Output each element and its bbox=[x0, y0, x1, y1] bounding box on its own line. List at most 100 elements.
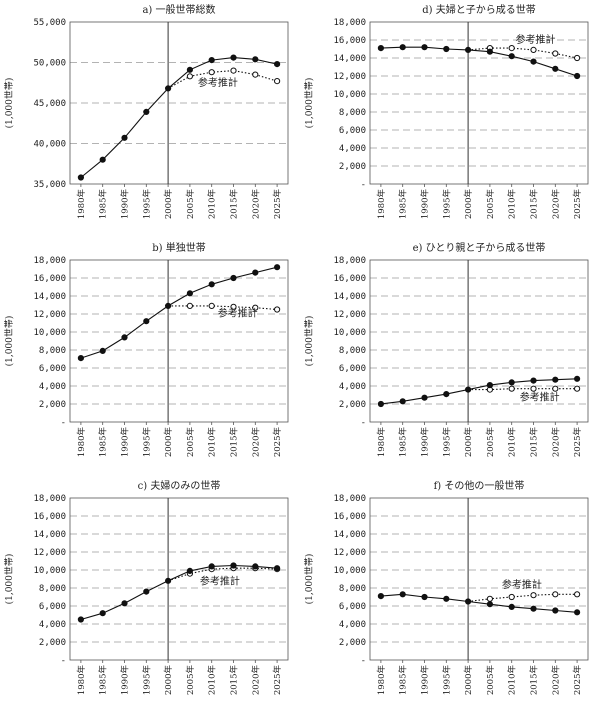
data-point-actual bbox=[143, 108, 150, 116]
y-tick-label: 55,000 bbox=[33, 18, 66, 28]
y-tick-label: 10,000 bbox=[33, 328, 66, 338]
y-tick-label: - bbox=[361, 656, 366, 666]
y-tick-label: 14,000 bbox=[333, 530, 366, 540]
x-tick-label: 2005年 bbox=[185, 189, 196, 220]
series-line-actual bbox=[80, 564, 278, 621]
data-point-projection bbox=[508, 385, 515, 392]
chart-panel-single-person: b) 単独世帯 - 2,000 4,000 6,000 8,000 10,000 12,000… bbox=[0, 238, 300, 476]
y-axis-label: (1,000世帯) bbox=[303, 78, 315, 129]
chart-svg-c: c) 夫婦のみの世帯 - 2,000 4,000 6,000 8,000 10,000 12,… bbox=[3, 479, 289, 696]
data-point-actual bbox=[208, 281, 215, 288]
data-point-actual bbox=[421, 394, 428, 401]
data-point-projection bbox=[530, 592, 537, 599]
x-tick-label: 2000年 bbox=[163, 665, 174, 696]
data-point-projection bbox=[274, 78, 281, 85]
x-tick-label: 2000年 bbox=[463, 665, 474, 696]
y-tick-label: 14,000 bbox=[33, 292, 66, 302]
y-axis-label: (1,000世帯) bbox=[3, 554, 15, 605]
data-point-projection bbox=[486, 595, 493, 602]
data-point-actual bbox=[186, 290, 193, 297]
data-point-actual bbox=[99, 156, 106, 163]
y-tick-label: 10,000 bbox=[33, 566, 66, 576]
data-point-projection bbox=[208, 69, 215, 76]
data-point-actual bbox=[552, 607, 559, 614]
y-tick-label: 12,000 bbox=[333, 548, 366, 558]
chart-title: b) 単独世帯 bbox=[152, 241, 205, 254]
data-point-actual bbox=[99, 610, 106, 617]
y-tick-label: 18,000 bbox=[33, 256, 66, 266]
series-line-actual bbox=[380, 593, 578, 613]
data-point-actual bbox=[186, 66, 193, 73]
data-point-projection bbox=[574, 54, 581, 62]
x-tick-label: 2000年 bbox=[163, 427, 174, 458]
x-tick-label: 1985年 bbox=[398, 665, 409, 696]
x-tick-label: 2015年 bbox=[529, 189, 540, 220]
x-tick-label: 1990年 bbox=[120, 427, 131, 458]
y-axis-label: (1,000世帯) bbox=[3, 78, 15, 129]
y-tick-label: 8,000 bbox=[339, 584, 366, 594]
chart-svg-e: e) ひとり親と子から成る世帯 - 2,000 4,000 6,000 8,000 10,0… bbox=[303, 241, 589, 457]
y-tick-label: 2,000 bbox=[339, 162, 366, 172]
data-point-actual bbox=[421, 44, 428, 51]
x-tick-label: 2025年 bbox=[572, 665, 583, 696]
x-tick-label: 1995年 bbox=[141, 189, 152, 220]
data-point-projection bbox=[530, 385, 537, 392]
x-tick-label: 2010年 bbox=[507, 189, 518, 220]
data-point-projection bbox=[208, 302, 215, 310]
y-tick-label: 16,000 bbox=[33, 274, 66, 284]
annotation-label: 参考推計 bbox=[520, 390, 560, 403]
y-tick-label: - bbox=[61, 656, 66, 666]
chart-svg-a: a) 一般世帯総数 35,000 40,000 45,000 50,000 55,000 (… bbox=[3, 3, 289, 220]
y-tick-label: 4,000 bbox=[339, 620, 366, 630]
x-tick-label: 1980年 bbox=[76, 189, 87, 220]
data-point-projection bbox=[186, 302, 193, 310]
data-point-actual bbox=[465, 46, 472, 54]
plot-frame bbox=[69, 497, 289, 661]
data-point-actual bbox=[143, 588, 150, 595]
chart-svg-b: b) 単独世帯 - 2,000 4,000 6,000 8,000 10,000 12,000… bbox=[3, 241, 289, 458]
data-point-actual bbox=[486, 601, 493, 608]
data-point-projection bbox=[552, 591, 559, 598]
y-tick-label: 18,000 bbox=[33, 494, 66, 504]
y-tick-label: 2,000 bbox=[339, 400, 366, 410]
series-line-actual bbox=[80, 57, 278, 178]
x-tick-label: 1985年 bbox=[98, 189, 109, 220]
y-tick-label: 10,000 bbox=[333, 566, 366, 576]
y-tick-label: 6,000 bbox=[39, 364, 66, 374]
data-point-projection bbox=[574, 591, 581, 598]
data-point-actual bbox=[574, 375, 581, 382]
y-tick-label: 18,000 bbox=[333, 256, 366, 266]
data-point-actual bbox=[165, 85, 172, 92]
y-tick-label: 16,000 bbox=[33, 512, 66, 522]
chart-svg-d: d) 夫婦と子から成る世帯 - 2,000 4,000 6,000 8,000 10,000… bbox=[303, 3, 589, 220]
x-tick-label: 2015年 bbox=[229, 665, 240, 696]
data-point-actual bbox=[377, 400, 385, 408]
data-point-actual bbox=[165, 577, 172, 584]
x-tick-label: 2015年 bbox=[229, 427, 240, 458]
y-tick-label: 2,000 bbox=[39, 638, 66, 648]
x-tick-label: 2015年 bbox=[229, 189, 240, 220]
x-tick-label: 1980年 bbox=[76, 665, 87, 696]
data-point-actual bbox=[399, 591, 406, 598]
chart-title: d) 夫婦と子から成る世帯 bbox=[422, 3, 535, 16]
x-tick-label: 2010年 bbox=[207, 665, 218, 696]
data-point-actual bbox=[399, 398, 406, 405]
plot-frame bbox=[69, 259, 289, 423]
x-tick-label: 1990年 bbox=[420, 189, 431, 220]
x-tick-label: 2010年 bbox=[507, 665, 518, 696]
y-tick-label: 50,000 bbox=[33, 59, 66, 69]
data-point-actual bbox=[274, 264, 281, 271]
y-tick-label: 40,000 bbox=[33, 140, 66, 150]
data-point-projection bbox=[252, 304, 259, 311]
data-point-actual bbox=[377, 45, 385, 52]
series-line-actual bbox=[380, 46, 578, 77]
data-point-actual bbox=[208, 57, 215, 64]
y-tick-label: 16,000 bbox=[333, 36, 366, 46]
data-point-projection bbox=[186, 73, 193, 80]
x-tick-label: 2020年 bbox=[250, 189, 261, 220]
data-point-projection bbox=[252, 71, 259, 78]
data-point-actual bbox=[77, 355, 85, 362]
series-line-projection bbox=[167, 567, 278, 582]
data-point-actual bbox=[552, 376, 559, 383]
y-tick-label: 16,000 bbox=[333, 512, 366, 522]
